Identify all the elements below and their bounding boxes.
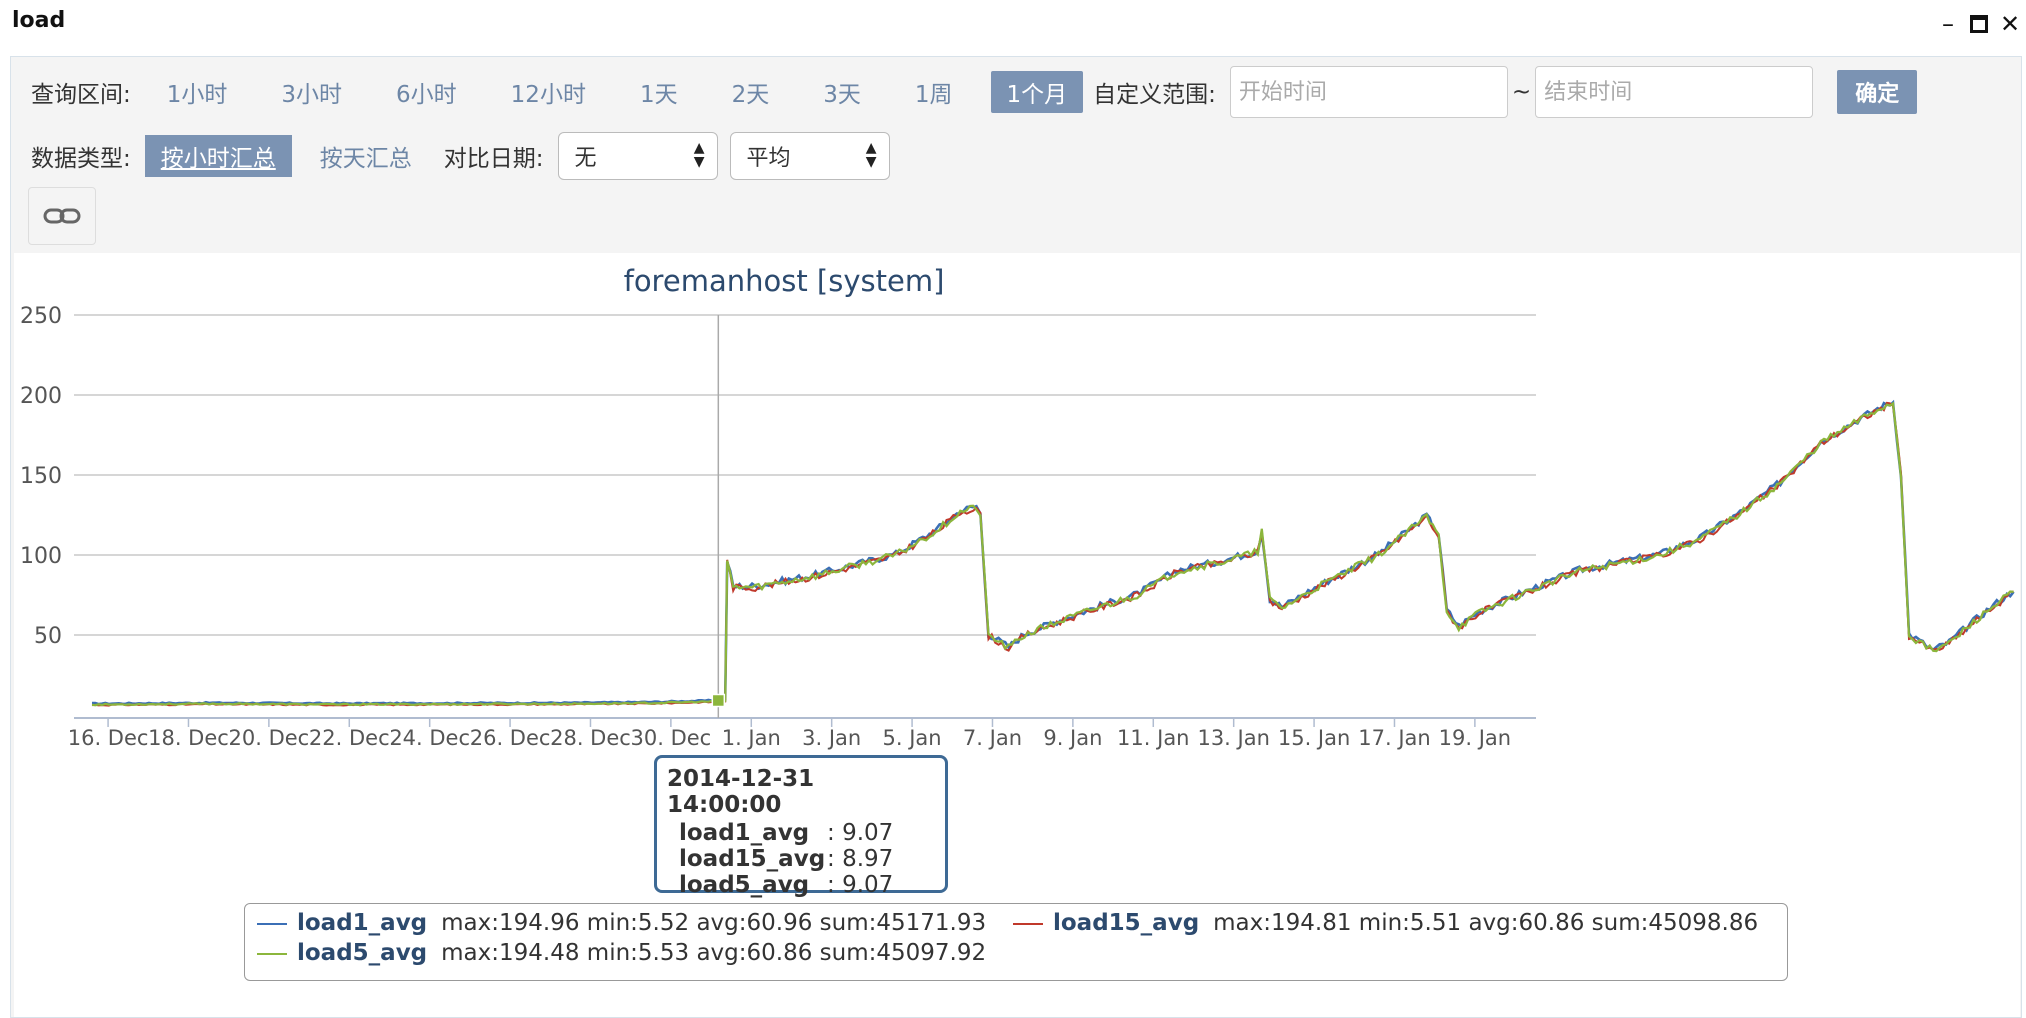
- x-tick-label: 17. Jan: [1358, 726, 1430, 750]
- tooltip-sep: :: [827, 846, 835, 872]
- data-type-bar: 数据类型: 按小时汇总 按天汇总 对比日期: 无 ▲ ▼ 平均 ▲ ▼: [31, 132, 902, 180]
- maximize-icon[interactable]: [1970, 15, 1988, 33]
- x-tick-label: 24. Dec: [389, 726, 470, 750]
- range-1m[interactable]: 1个月: [990, 71, 1084, 113]
- x-tick-label: 20. Dec: [229, 726, 310, 750]
- close-icon[interactable]: ✕: [2000, 10, 2021, 38]
- aggregate-select[interactable]: 平均 ▲ ▼: [729, 132, 890, 180]
- select-arrows-icon: ▲ ▼: [865, 140, 877, 170]
- legend-series-stats: max:194.96 min:5.52 avg:60.96 sum:45171.…: [441, 910, 987, 936]
- x-tick-label: 1. Jan: [722, 726, 781, 750]
- x-tick-label: 26. Dec: [470, 726, 551, 750]
- x-tick-label: 28. Dec: [550, 726, 631, 750]
- minimize-icon[interactable]: –: [1942, 10, 1954, 38]
- compare-date-label: 对比日期:: [443, 146, 544, 172]
- start-time-input[interactable]: [1229, 66, 1508, 118]
- x-tick-label: 15. Jan: [1278, 726, 1350, 750]
- y-tick-label: 100: [20, 544, 62, 569]
- end-time-input[interactable]: [1535, 66, 1814, 118]
- custom-range-label: 自定义范围:: [1093, 82, 1216, 108]
- x-tick-label: 19. Jan: [1439, 726, 1511, 750]
- query-range-bar: 查询区间: 1小时 3小时 6小时 12小时 1天 2天 3天 1周 1个月 自…: [31, 66, 1918, 118]
- x-tick-label: 30. Dec: [631, 726, 712, 750]
- compare-date-value: 无: [574, 146, 597, 171]
- range-1w[interactable]: 1周: [914, 82, 953, 108]
- legend-swatch: [257, 952, 287, 955]
- range-3h[interactable]: 3小时: [281, 82, 343, 108]
- select-arrows-icon: ▲ ▼: [693, 140, 705, 170]
- load-chart: foremanhost [system] 50 100 150 200 250 16. De…: [20, 264, 2015, 750]
- tooltip-row: load1_avg : 9.07: [679, 820, 935, 846]
- range-1d[interactable]: 1天: [639, 82, 678, 108]
- range-2d[interactable]: 2天: [731, 82, 770, 108]
- legend-series-name: load1_avg: [297, 910, 428, 936]
- legend-item-load5[interactable]: load5_avg max:194.48 min:5.53 avg:60.86 s…: [257, 940, 986, 966]
- x-tick-label: 13. Jan: [1197, 726, 1269, 750]
- chart-area: foremanhost [system] 50 100 150 200 250 16. De…: [14, 253, 2020, 1017]
- hover-point-marker: [711, 693, 726, 708]
- range-6h[interactable]: 6小时: [396, 82, 457, 108]
- range-label: 查询区间:: [31, 82, 131, 108]
- series-line-load5-avg: [91, 401, 2014, 707]
- legend-swatch: [1013, 922, 1043, 925]
- range-12h[interactable]: 12小时: [510, 82, 586, 108]
- link-icon: [43, 208, 81, 224]
- legend-swatch: [257, 922, 287, 925]
- range-3d[interactable]: 3天: [823, 82, 861, 108]
- aggregate-value: 平均: [746, 146, 791, 171]
- confirm-button[interactable]: 确定: [1837, 70, 1918, 114]
- tooltip-row: load5_avg : 9.07: [679, 872, 935, 898]
- x-tick-label: 16. Dec: [68, 726, 149, 750]
- link-button[interactable]: [28, 187, 96, 245]
- chart-title: foremanhost [system]: [624, 264, 945, 298]
- tooltip-series-name: load1_avg: [679, 820, 810, 846]
- tooltip-sep: :: [827, 820, 835, 846]
- tooltip-series-name: load15_avg: [679, 846, 826, 872]
- window-title: load: [12, 8, 66, 33]
- legend-item-load1[interactable]: load1_avg max:194.96 min:5.52 avg:60.96 s…: [257, 910, 986, 936]
- chart-legend: load1_avg max:194.96 min:5.52 avg:60.96 s…: [244, 903, 1788, 981]
- chart-tooltip: 2014-12-31 14:00:00 load1_avg : 9.07 loa…: [654, 755, 948, 898]
- tooltip-row: load15_avg : 8.97: [679, 846, 935, 872]
- x-tick-label: 3. Jan: [802, 726, 861, 750]
- tooltip-value: 9.07: [842, 872, 894, 898]
- legend-item-load15[interactable]: load15_avg max:194.81 min:5.51 avg:60.86 …: [1013, 910, 1758, 936]
- legend-series-name: load5_avg: [297, 940, 428, 966]
- x-tick-label: 22. Dec: [309, 726, 390, 750]
- daily-summary-button[interactable]: 按天汇总: [319, 146, 412, 172]
- hourly-summary-button[interactable]: 按小时汇总: [144, 135, 292, 177]
- y-tick-label: 200: [20, 384, 62, 409]
- tooltip-value: 9.07: [842, 820, 894, 846]
- chart-panel: 查询区间: 1小时 3小时 6小时 12小时 1天 2天 3天 1周 1个月 自…: [10, 56, 2022, 1018]
- range-1h[interactable]: 1小时: [166, 82, 228, 108]
- y-tick-label: 50: [34, 624, 62, 649]
- tooltip-date: 2014-12-31 14:00:00: [667, 766, 815, 818]
- legend-series-name: load15_avg: [1053, 910, 1200, 936]
- y-tick-label: 150: [20, 464, 62, 489]
- series-line-load1-avg: [92, 399, 2015, 706]
- tooltip-value: 8.97: [842, 846, 894, 872]
- x-tick-label: 18. Dec: [148, 726, 229, 750]
- x-tick-label: 11. Jan: [1117, 726, 1189, 750]
- tooltip-sep: :: [827, 872, 835, 898]
- compare-date-select[interactable]: 无 ▲ ▼: [557, 132, 718, 180]
- x-tick-label: 7. Jan: [963, 726, 1022, 750]
- range-separator: ~: [1511, 79, 1532, 105]
- y-tick-label: 250: [20, 304, 62, 329]
- legend-series-stats: max:194.81 min:5.51 avg:60.86 sum:45098.…: [1213, 910, 1759, 936]
- tooltip-series-name: load5_avg: [679, 872, 810, 898]
- x-tick-label: 9. Jan: [1043, 726, 1102, 750]
- legend-series-stats: max:194.48 min:5.53 avg:60.86 sum:45097.…: [441, 940, 987, 966]
- x-tick-label: 5. Jan: [883, 726, 942, 750]
- data-type-label: 数据类型:: [31, 146, 131, 172]
- window-title-bar: load – ✕: [0, 0, 2026, 52]
